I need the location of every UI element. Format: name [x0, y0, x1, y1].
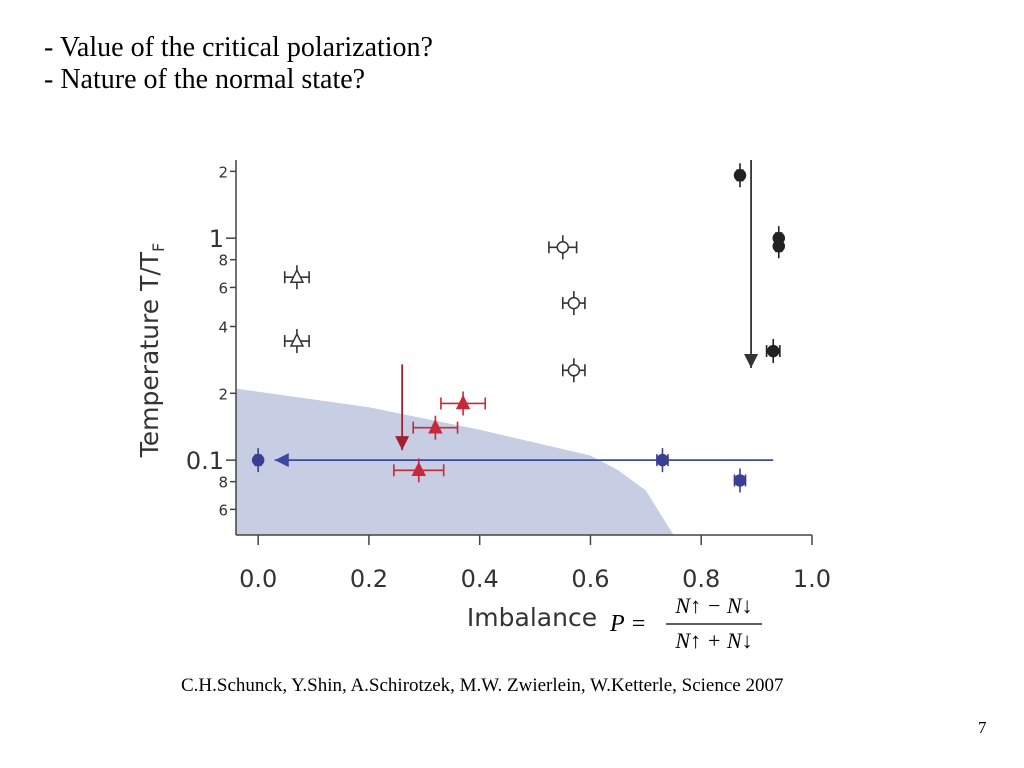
arrow-head: [274, 453, 289, 468]
arrow-head: [395, 436, 410, 451]
formula-lhs: P =: [609, 611, 646, 637]
y-tick-label: 1: [209, 225, 224, 253]
formula-numerator: N↑ − N↓: [674, 593, 752, 618]
point: [733, 169, 747, 182]
bullet: - Value of the critical polarization?: [44, 32, 433, 63]
y-tick-label: 8: [218, 474, 228, 492]
x-tick-label: 0.2: [350, 565, 388, 593]
point: [733, 474, 747, 487]
point: [772, 239, 786, 253]
page-number: 7: [978, 718, 987, 737]
arrow-head: [744, 354, 759, 369]
point: [428, 419, 443, 434]
formula-denominator: N↑ + N↓: [674, 628, 752, 653]
point: [289, 268, 305, 283]
point: [567, 364, 581, 377]
point: [411, 461, 426, 477]
y-tick-label: 0.1: [186, 447, 224, 475]
point: [455, 394, 471, 410]
y-axis-label: Temperature T/TF: [135, 243, 168, 458]
normal-region: [236, 388, 674, 535]
y-tick-label: 4: [218, 319, 228, 337]
y-tick-label: 8: [218, 252, 228, 270]
x-tick-label: 1.0: [793, 565, 831, 593]
y-tick-label: 6: [218, 279, 228, 297]
y-tick-label: 2: [218, 385, 228, 403]
citation: C.H.Schunck, Y.Shin, A.Schirotzek, M.W. …: [181, 675, 783, 696]
x-axis-label: Imbalance: [467, 603, 597, 632]
point: [289, 332, 305, 347]
y-tick-label: 6: [218, 501, 228, 519]
point: [556, 241, 570, 254]
y-tick-label: 2: [218, 163, 228, 181]
x-tick-label: 0.6: [571, 565, 609, 593]
x-tick-label: 0.8: [682, 565, 720, 593]
point: [567, 296, 581, 310]
x-tick-label: 0.4: [461, 565, 499, 593]
point: [251, 453, 265, 467]
point: [766, 344, 780, 358]
bullet: - Nature of the normal state?: [44, 64, 365, 95]
point: [656, 453, 669, 467]
x-tick-label: 0.0: [239, 565, 277, 593]
